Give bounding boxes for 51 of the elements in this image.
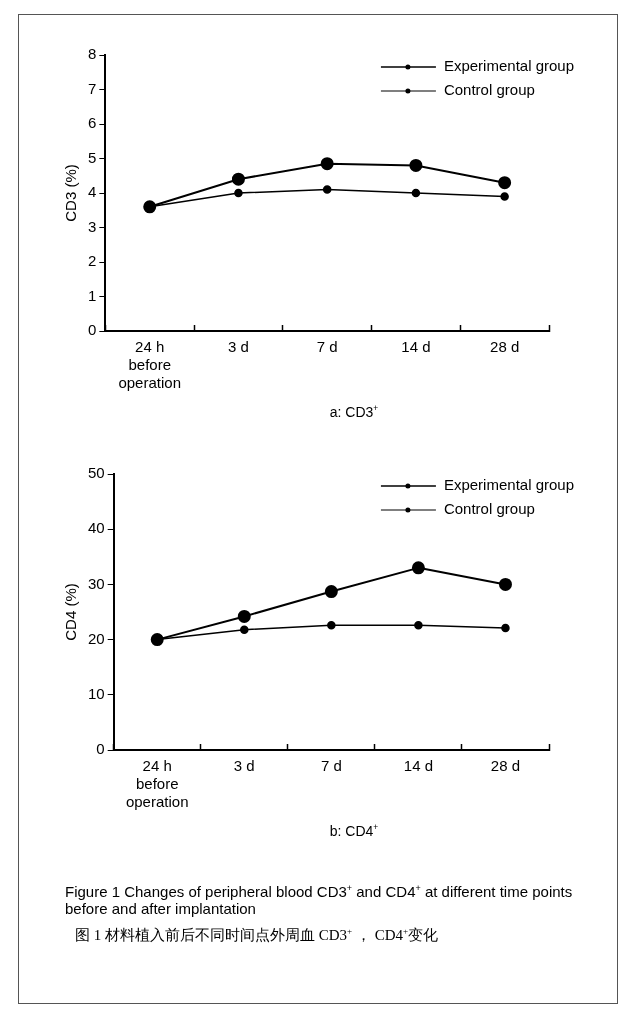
x-tick-label: 28 d [490,756,521,774]
y-tick-label: 30 [88,574,105,592]
point [231,172,245,186]
y-tick-label: 0 [88,321,97,339]
point [234,188,243,198]
x-tick-label: 14 d [401,338,431,356]
point [414,620,423,630]
point [500,192,509,201]
y-axis-title: CD3 (%) [62,164,80,222]
x-tick-label: 14 d [403,756,434,774]
point [322,185,332,194]
x-tick-label: 24 h before operation [118,338,181,392]
x-tick-label: 3 d [228,338,249,356]
legend-label: Experimental group [443,475,575,493]
point [411,561,425,574]
y-tick-label: 20 [88,629,105,647]
y-tick-label: 40 [88,519,105,536]
x-tick-label: 24 h before operation [125,756,189,810]
legend-label: Experimental group [443,57,575,75]
point [498,577,512,591]
y-tick-label: 1 [88,286,97,304]
point [409,158,423,172]
text: a: CD3$^{+}$ [328,403,380,420]
legend-label: Control group [443,499,535,517]
point [501,623,510,632]
x-tick-label: 28 d [490,338,520,356]
x-tick-label: 7 d [320,756,342,774]
caption: 图 1 材料植入前后不同时间点外周血 CD3$^{+}$ ， CD4$^{+}$变化 [75,925,440,945]
text: b: CD4$^{+}$ [328,821,380,839]
y-tick-label: 2 [88,252,97,270]
point [324,584,338,598]
y-tick-label: 8 [88,45,97,63]
y-tick-label: 10 [88,684,105,702]
legend-label: Control group [443,81,535,99]
y-tick-label: 50 [88,463,105,481]
point [320,157,334,171]
x-tick-label: 3 d [233,756,255,774]
y-tick-label: 0 [96,739,105,757]
text: Figure 1 Changes of peripheral blood CD3$^{+}$ and CD4$^{+}$ at different time points before and after implantation [65,883,573,918]
y-tick-label: 6 [88,114,97,132]
y-tick-label: 5 [88,148,97,166]
point [237,609,251,623]
point [498,176,512,190]
point [327,620,336,630]
point [411,188,421,198]
y-tick-label: 4 [88,183,97,201]
y-tick-label: 7 [88,79,97,97]
y-axis-title: CD4 (%) [62,582,80,641]
y-tick-label: 3 [88,217,97,235]
point [240,625,249,634]
x-tick-label: 7 d [316,338,338,356]
